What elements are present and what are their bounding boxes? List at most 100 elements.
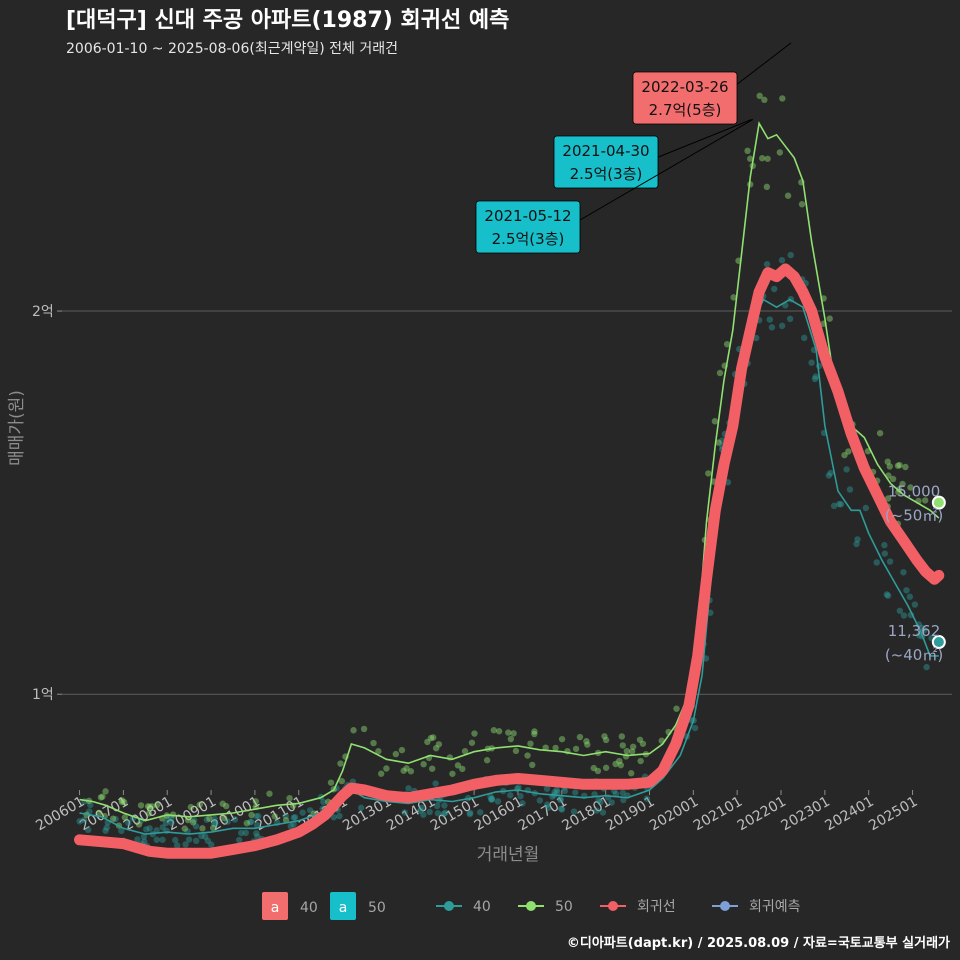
data-point-50-13 — [187, 803, 195, 811]
data-point-50-48 — [427, 734, 435, 742]
data-point-40-27 — [168, 819, 175, 827]
data-point-40-257 — [536, 797, 544, 804]
data-point-40-196 — [434, 810, 442, 817]
data-point-50-63 — [252, 798, 259, 805]
legend-label-glyph-0: a — [271, 900, 280, 916]
data-point-40-197 — [881, 541, 888, 549]
data-point-50-82 — [590, 764, 597, 772]
data-point-50-1 — [181, 825, 188, 832]
data-point-40-140 — [330, 814, 338, 821]
data-point-50-21 — [102, 788, 109, 795]
data-point-50-160 — [135, 821, 143, 828]
data-point-40-239 — [401, 809, 408, 816]
legend-label-glyph-1: a — [339, 900, 348, 916]
data-point-40-90 — [881, 550, 889, 557]
chart-subtitle: 2006-01-10 ~ 2025-08-06(최근계약일) 전체 거래건 — [66, 41, 398, 57]
data-point-40-155 — [900, 569, 907, 576]
data-point-50-80 — [99, 793, 106, 800]
data-point-40-121 — [886, 558, 894, 565]
data-point-50-75 — [639, 740, 647, 747]
data-point-40-22 — [141, 838, 148, 845]
data-point-50-33 — [529, 761, 536, 769]
data-point-40-70 — [103, 824, 110, 831]
data-point-40-223 — [544, 801, 551, 808]
data-point-40-116 — [287, 822, 295, 830]
data-point-40-50 — [191, 817, 198, 824]
data-point-40-135 — [235, 836, 243, 844]
data-point-40-60 — [543, 785, 551, 792]
y-tick-label-1: 2억 — [32, 304, 54, 320]
data-point-40-200 — [553, 786, 560, 794]
data-point-40-142 — [203, 816, 211, 823]
data-point-40-34 — [172, 836, 179, 844]
data-point-40-242 — [420, 811, 427, 818]
data-point-40-132 — [921, 626, 928, 634]
data-point-40-228 — [557, 795, 564, 803]
data-point-50-136 — [798, 201, 806, 208]
data-point-50-4 — [572, 745, 580, 753]
data-point-50-121 — [97, 794, 105, 801]
data-point-50-178 — [490, 727, 497, 734]
data-point-50-30 — [524, 752, 531, 759]
data-point-50-95 — [826, 315, 833, 322]
data-point-40-252 — [162, 819, 170, 827]
data-point-40-167 — [153, 827, 160, 834]
data-point-40-184 — [242, 829, 249, 837]
data-point-40-126 — [201, 833, 209, 840]
data-point-40-227 — [134, 836, 141, 843]
data-point-50-51 — [552, 744, 559, 752]
data-point-40-13 — [558, 805, 565, 812]
data-point-40-82 — [488, 795, 496, 803]
data-point-40-56 — [442, 809, 449, 816]
data-point-40-138 — [253, 830, 260, 837]
data-point-40-176 — [786, 315, 794, 322]
data-point-40-45 — [900, 612, 908, 619]
x-tick-label-19: 202501 — [866, 794, 920, 835]
annotation-date-2: 2021-05-12 — [484, 207, 571, 225]
data-point-40-47 — [118, 827, 125, 835]
data-point-50-138 — [153, 801, 161, 809]
data-point-50-69 — [542, 744, 549, 751]
data-point-50-135 — [282, 816, 290, 824]
end-labels: 15,000 (~50㎡) 11,362 (~40㎡) — [885, 483, 946, 664]
data-point-40-215 — [572, 789, 579, 796]
x-axis-title: 거래년월 — [477, 845, 540, 865]
data-point-40-180 — [159, 836, 166, 843]
data-point-50-148 — [617, 761, 625, 769]
data-point-40-95 — [86, 808, 93, 815]
footer-credit: ©디아파트(dapt.kr) / 2025.08.09 / 자료=국토교통부 실… — [567, 935, 950, 951]
data-point-50-27 — [398, 746, 406, 754]
data-point-40-94 — [291, 813, 299, 821]
data-point-40-29 — [466, 810, 474, 818]
data-point-40-247 — [815, 362, 823, 370]
data-point-50-74 — [184, 816, 192, 824]
data-point-50-36 — [907, 484, 914, 491]
data-point-40-21 — [320, 798, 327, 806]
data-point-50-38 — [375, 748, 382, 755]
data-point-40-154 — [843, 466, 850, 473]
data-point-40-208 — [247, 818, 255, 825]
data-point-50-129 — [286, 794, 293, 802]
data-point-40-105 — [763, 261, 771, 268]
end-label-area-1: (~40㎡) — [885, 646, 943, 664]
end-marker-1 — [931, 635, 946, 650]
data-point-40-39 — [884, 592, 892, 599]
legend-line-dot-1 — [526, 901, 536, 911]
data-point-40-99 — [476, 809, 484, 816]
data-point-40-145 — [146, 825, 153, 832]
data-point-50-58 — [468, 739, 476, 746]
data-point-40-20 — [247, 819, 254, 826]
series-line-40 — [79, 298, 939, 835]
data-point-50-140 — [636, 736, 644, 743]
data-point-50-23 — [618, 733, 626, 740]
series-lines — [74, 120, 945, 859]
data-point-50-149 — [884, 495, 892, 502]
data-point-40-112 — [185, 836, 193, 843]
legend-label-key-1 — [330, 892, 356, 920]
data-point-40-258 — [153, 836, 160, 843]
annotation-leader-2 — [567, 119, 754, 228]
data-point-40-192 — [854, 536, 861, 543]
data-point-50-35 — [148, 803, 156, 810]
data-point-40-103 — [192, 823, 200, 830]
